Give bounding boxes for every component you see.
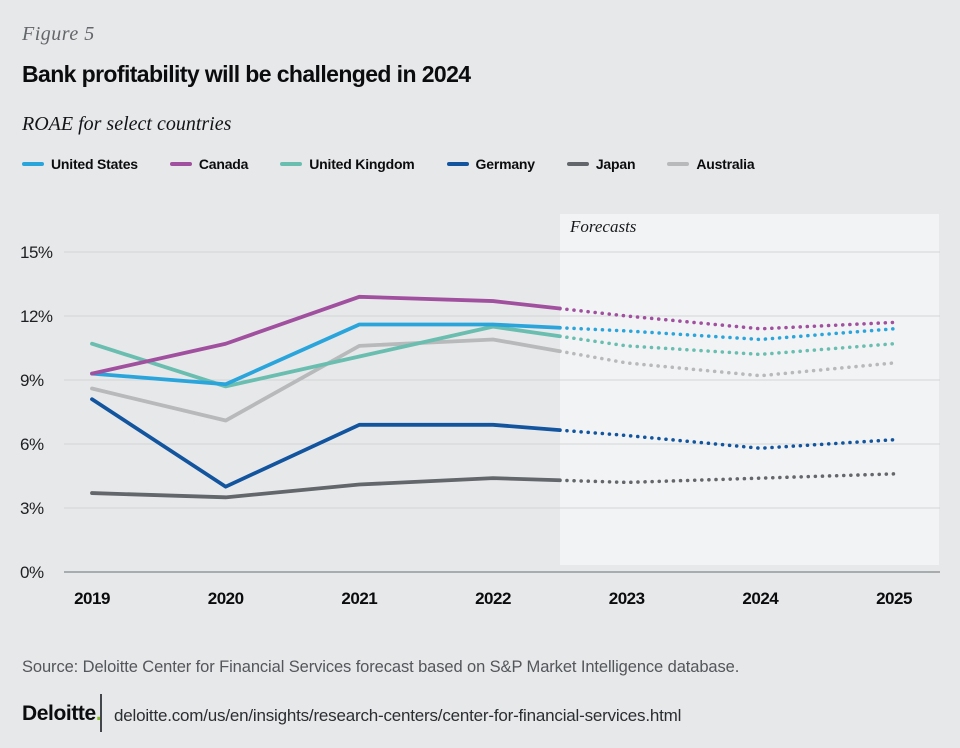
series-forecast-germany bbox=[558, 428, 896, 451]
y-tick-label: 9% bbox=[20, 371, 44, 390]
figure-label: Figure 5 bbox=[22, 23, 95, 45]
y-tick-label: 6% bbox=[20, 435, 44, 454]
y-tick-label: 12% bbox=[20, 307, 53, 326]
legend-item-united-kingdom: United Kingdom bbox=[280, 156, 415, 172]
x-tick-label-2020: 2020 bbox=[208, 589, 244, 608]
x-tick-label-2024: 2024 bbox=[742, 589, 779, 608]
legend-label-germany: Germany bbox=[475, 156, 535, 172]
chart-legend: United States Canada United Kingdom Germany… bbox=[22, 156, 755, 172]
legend-swatch-united-states bbox=[22, 162, 44, 166]
series-forecast-united-states bbox=[558, 325, 896, 342]
legend-swatch-canada bbox=[169, 162, 192, 166]
legend-label-japan: Japan bbox=[595, 156, 636, 172]
series-forecast-japan bbox=[558, 472, 896, 485]
deloitte-logo: Deloitte. bbox=[22, 702, 102, 726]
footer-divider bbox=[100, 694, 102, 732]
legend-swatch-germany bbox=[446, 162, 469, 166]
legend-swatch-australia bbox=[667, 162, 690, 166]
y-tick-label: 0% bbox=[20, 563, 44, 582]
y-tick-label: 3% bbox=[20, 499, 44, 518]
series-line-united-kingdom bbox=[90, 324, 562, 389]
legend-item-japan: Japan bbox=[566, 156, 636, 172]
series-line-japan bbox=[90, 476, 562, 500]
x-tick-label-2023: 2023 bbox=[609, 589, 645, 608]
series-line-australia bbox=[90, 337, 562, 423]
x-tick-label-2021: 2021 bbox=[341, 589, 377, 608]
series-forecast-canada bbox=[558, 306, 896, 331]
series-forecast-united-kingdom bbox=[558, 334, 896, 357]
series-line-canada bbox=[90, 294, 562, 376]
x-tick-label-2025: 2025 bbox=[876, 589, 912, 608]
y-tick-label: 15% bbox=[20, 243, 53, 262]
legend-item-united-states: United States bbox=[22, 156, 138, 172]
footer-url[interactable]: deloitte.com/us/en/insights/research-cen… bbox=[114, 706, 682, 725]
x-tick-label-2022: 2022 bbox=[475, 589, 511, 608]
legend-swatch-united-kingdom bbox=[280, 162, 303, 166]
legend-label-canada: Canada bbox=[198, 156, 249, 172]
chart-title: Bank profitability will be challenged in… bbox=[22, 61, 471, 87]
deloitte-wordmark: Deloitte bbox=[22, 702, 96, 725]
legend-item-canada: Canada bbox=[169, 156, 249, 172]
series-forecast-australia bbox=[558, 349, 896, 378]
series-line-germany bbox=[90, 397, 562, 489]
legend-label-united-states: United States bbox=[51, 156, 138, 172]
legend-label-australia: Australia bbox=[696, 156, 755, 172]
series-line-united-states bbox=[90, 322, 562, 387]
forecast-label: Forecasts bbox=[570, 217, 637, 236]
legend-item-australia: Australia bbox=[667, 156, 755, 172]
chart-subtitle: ROAE for select countries bbox=[22, 113, 232, 135]
legend-label-united-kingdom: United Kingdom bbox=[309, 156, 415, 172]
forecast-region bbox=[560, 214, 939, 565]
legend-item-germany: Germany bbox=[446, 156, 535, 172]
legend-swatch-japan bbox=[566, 162, 589, 166]
x-tick-label-2019: 2019 bbox=[74, 589, 110, 608]
deloitte-green-dot: . bbox=[95, 702, 102, 725]
source-note: Source: Deloitte Center for Financial Se… bbox=[22, 658, 740, 676]
